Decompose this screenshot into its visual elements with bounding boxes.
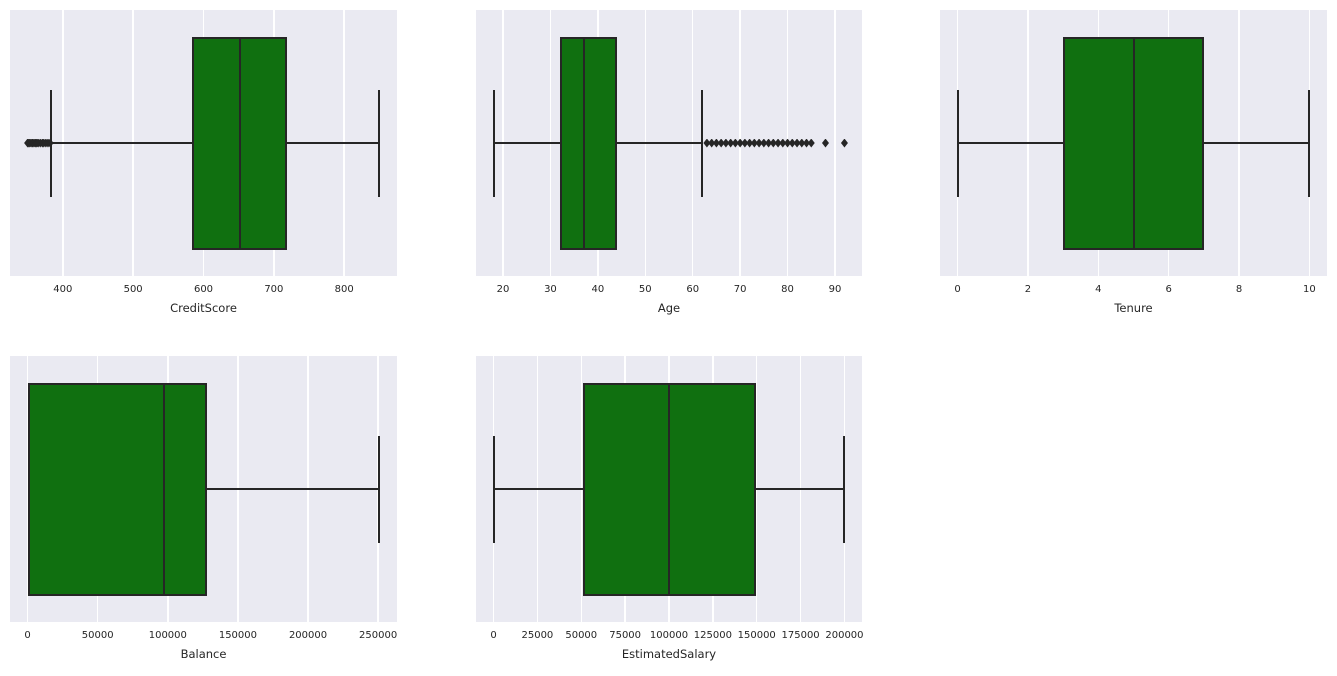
x-tick-label: 50000 xyxy=(81,630,114,641)
whisker xyxy=(493,142,560,144)
x-tick-label: 200000 xyxy=(825,630,864,641)
whisker xyxy=(286,142,380,144)
outlier-point xyxy=(755,138,763,148)
whisker-cap xyxy=(1308,90,1311,197)
outlier-point xyxy=(774,138,782,148)
whisker-cap xyxy=(843,436,846,543)
boxplot-panel-age xyxy=(476,10,862,276)
box-iqr xyxy=(559,37,617,250)
boxplot-panel-tenure xyxy=(940,10,1327,276)
outlier-point xyxy=(769,138,777,148)
x-tick-label: 0 xyxy=(24,630,31,641)
outlier-point xyxy=(807,138,815,148)
whisker xyxy=(50,142,193,144)
x-axis-label: CreditScore xyxy=(170,301,237,315)
outlier-point xyxy=(46,138,54,148)
outlier-point xyxy=(779,138,787,148)
whisker xyxy=(206,488,380,490)
outlier-point xyxy=(788,138,796,148)
outlier-point xyxy=(746,138,754,148)
outlier-point xyxy=(717,138,725,148)
whisker xyxy=(1203,142,1310,144)
whisker xyxy=(616,142,703,144)
x-tick-label: 8 xyxy=(1235,284,1243,295)
outlier-point xyxy=(793,138,801,148)
x-tick-label: 175000 xyxy=(781,630,820,641)
x-tick-label: 100000 xyxy=(148,630,187,641)
whisker xyxy=(755,488,845,490)
x-tick-label: 2 xyxy=(1024,284,1032,295)
outlier-point xyxy=(703,138,711,148)
x-tick-label: 500 xyxy=(123,284,143,295)
whisker-cap xyxy=(492,90,495,197)
whisker-cap xyxy=(378,436,381,543)
whisker-cap xyxy=(378,90,381,197)
outlier-point xyxy=(708,138,716,148)
whisker-cap xyxy=(492,436,495,543)
x-tick-label: 800 xyxy=(334,284,354,295)
whisker xyxy=(957,142,1064,144)
x-tick-label: 600 xyxy=(193,284,214,295)
x-tick-label: 20 xyxy=(496,284,510,295)
outlier-point xyxy=(731,138,739,148)
x-tick-label: 50 xyxy=(638,284,652,295)
median-line xyxy=(1132,39,1135,248)
x-tick-label: 10 xyxy=(1303,284,1316,295)
outlier-point xyxy=(840,138,848,148)
outlier-point xyxy=(760,138,768,148)
x-axis-label: Tenure xyxy=(1114,301,1153,315)
outlier-point xyxy=(798,138,806,148)
x-tick-label: 25000 xyxy=(521,630,554,641)
outlier-point xyxy=(784,138,792,148)
median-line xyxy=(668,385,671,594)
outlier-point xyxy=(803,138,811,148)
x-tick-label: 150000 xyxy=(218,630,258,641)
x-tick-label: 0 xyxy=(490,630,497,641)
x-tick-label: 250000 xyxy=(359,630,398,641)
outlier-point xyxy=(727,138,735,148)
x-axis-label: Balance xyxy=(180,647,227,661)
median-line xyxy=(582,39,585,248)
outlier-point xyxy=(821,138,829,148)
x-tick-label: 40 xyxy=(591,284,605,295)
median-line xyxy=(162,385,165,594)
x-tick-label: 700 xyxy=(264,284,284,295)
outlier-point xyxy=(765,138,773,148)
outlier-point xyxy=(741,138,749,148)
x-axis-label: Age xyxy=(657,301,681,315)
x-tick-label: 100000 xyxy=(649,630,689,641)
whisker xyxy=(493,488,584,490)
outlier-point xyxy=(750,138,758,148)
x-tick-label: 70 xyxy=(733,284,747,295)
outlier-point xyxy=(722,138,730,148)
x-tick-label: 75000 xyxy=(609,630,642,641)
outlier-point xyxy=(736,138,744,148)
whisker-cap xyxy=(701,90,704,197)
boxplot-panel-balance xyxy=(10,356,397,622)
x-tick-label: 400 xyxy=(53,284,73,295)
gridline xyxy=(834,10,836,276)
x-tick-label: 80 xyxy=(781,284,794,295)
median-line xyxy=(239,39,242,248)
x-tick-label: 200000 xyxy=(288,630,328,641)
x-tick-label: 150000 xyxy=(737,630,776,641)
x-tick-label: 50000 xyxy=(565,630,598,641)
x-tick-label: 90 xyxy=(828,284,842,295)
x-tick-label: 0 xyxy=(954,284,961,295)
boxplot-panel-creditscore xyxy=(10,10,397,276)
whisker-cap xyxy=(956,90,959,197)
x-tick-label: 4 xyxy=(1095,284,1102,295)
x-tick-label: 30 xyxy=(544,284,557,295)
boxplot-panel-estimatedsalary xyxy=(476,356,862,622)
x-tick-label: 125000 xyxy=(693,630,732,641)
x-tick-label: 60 xyxy=(686,284,700,295)
x-axis-label: EstimatedSalary xyxy=(621,647,717,661)
box-iqr xyxy=(27,383,207,596)
outlier-point xyxy=(712,138,720,148)
x-tick-label: 6 xyxy=(1165,284,1172,295)
